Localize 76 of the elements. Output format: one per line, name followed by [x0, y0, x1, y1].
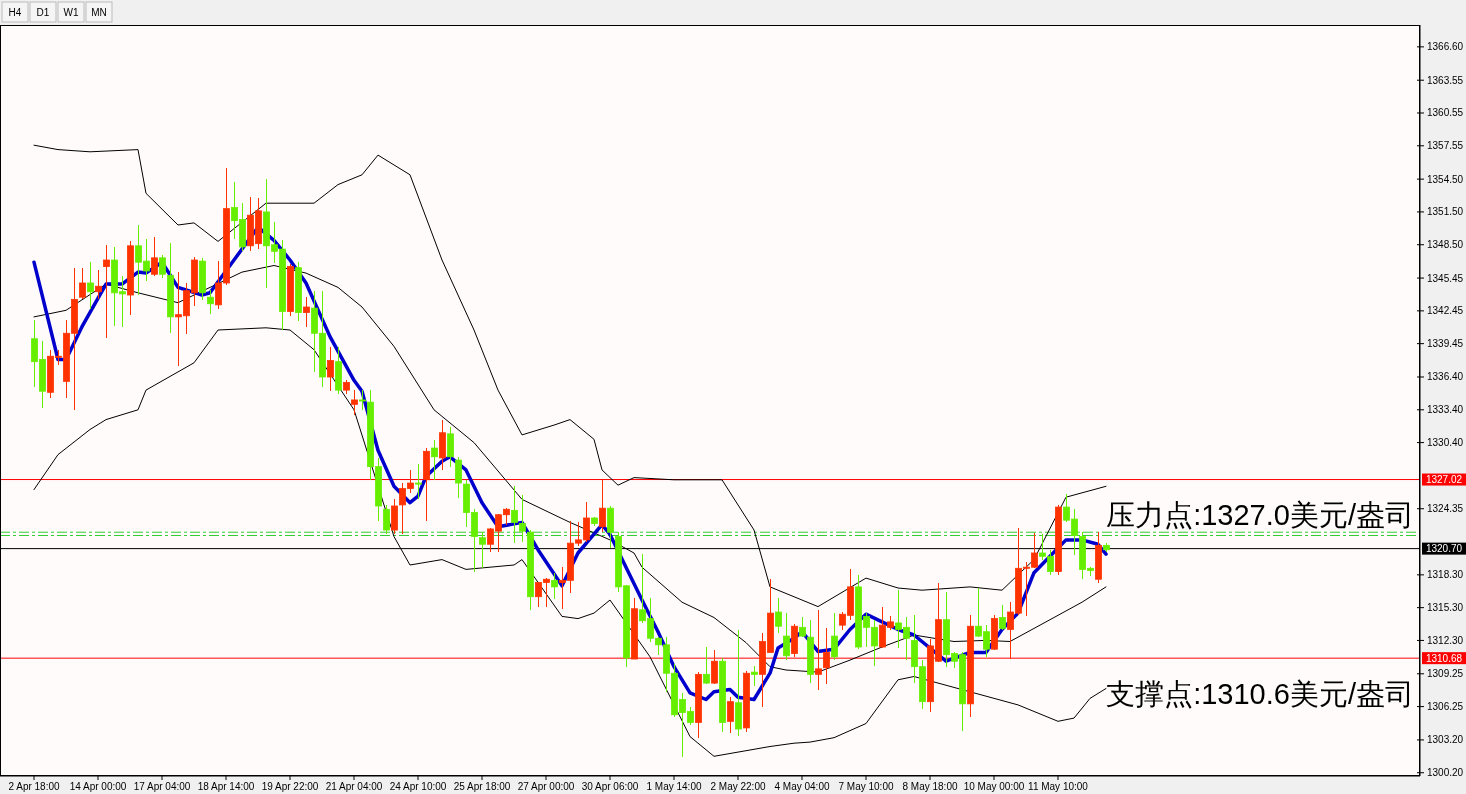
candlestick	[727, 696, 734, 735]
y-tick-label: 1351.50	[1427, 206, 1464, 218]
x-tick-label: 1 May 14:00	[646, 781, 702, 792]
text: W1	[63, 7, 79, 18]
x-tick-label: 8 May 18:00	[902, 781, 958, 792]
candlestick	[831, 612, 838, 661]
x-tick-label: 2 May 22:00	[710, 781, 766, 792]
candlestick	[151, 236, 158, 278]
x-tick-label: 11 May 10:00	[1028, 781, 1089, 792]
candlestick	[783, 612, 790, 661]
y-tick-label: 1315.30	[1427, 602, 1464, 614]
y-tick-label: 1330.40	[1427, 437, 1464, 449]
candlestick	[95, 269, 102, 301]
candlestick	[87, 261, 94, 310]
y-tick-label: 1306.25	[1427, 701, 1464, 713]
x-tick-label: 25 Apr 18:00	[453, 781, 511, 792]
ref-line-label: 1320.70	[1425, 543, 1463, 555]
candlestick	[751, 664, 758, 688]
y-tick-label: 1336.40	[1427, 371, 1464, 383]
y-tick-label: 1345.45	[1427, 272, 1464, 284]
candlestick	[599, 479, 606, 533]
y-tick-label: 1312.30	[1427, 634, 1464, 646]
candlestick	[303, 296, 310, 328]
x-tick-label: 10 May 00:00	[963, 781, 1025, 792]
text: H4	[8, 7, 22, 18]
annotation: 支撑点:1310.6美元/盎司	[1106, 678, 1414, 711]
candlestick	[703, 646, 710, 685]
x-tick-label: 27 Apr 00:00	[517, 781, 575, 792]
x-tick-label: 19 Apr 22:00	[261, 781, 319, 792]
candlestick	[351, 389, 358, 417]
text: MN	[91, 7, 107, 18]
candlestick	[447, 426, 454, 468]
candlestick	[815, 609, 822, 691]
ref-line-label: 1310.68	[1425, 652, 1463, 664]
y-tick-label: 1348.50	[1427, 239, 1464, 251]
candlestick	[207, 288, 214, 315]
candlestick	[711, 649, 718, 685]
x-tick-label: 21 Apr 04:00	[325, 781, 383, 792]
candlestick	[775, 597, 782, 634]
y-tick-label: 1303.20	[1427, 734, 1464, 746]
x-tick-label: 14 Apr 00:00	[69, 781, 127, 792]
x-tick-label: 24 Apr 10:00	[389, 781, 447, 792]
ref-line-label: 1327.02	[1425, 474, 1463, 486]
candlestick	[999, 604, 1006, 631]
candlestick	[479, 531, 486, 570]
x-tick-label: 7 May 10:00	[838, 781, 894, 792]
candlestick	[103, 243, 110, 339]
y-tick-label: 1354.50	[1427, 173, 1464, 185]
x-tick-label: 18 Apr 14:00	[197, 781, 255, 792]
y-tick-label: 1339.45	[1427, 338, 1464, 350]
text: D1	[36, 7, 50, 18]
x-tick-label: 17 Apr 04:00	[133, 781, 191, 792]
y-tick-label: 1366.60	[1427, 41, 1464, 53]
candlestick	[551, 571, 558, 600]
x-tick-label: 4 May 04:00	[774, 781, 830, 792]
candlestick	[823, 627, 830, 685]
annotation: 压力点:1327.0美元/盎司	[1106, 498, 1414, 531]
y-tick-label: 1363.55	[1427, 74, 1464, 86]
candlestick	[511, 485, 518, 544]
candlestick	[383, 504, 390, 536]
y-tick-label: 1357.55	[1427, 140, 1464, 152]
y-tick-label: 1300.20	[1427, 767, 1464, 779]
y-tick-label: 1309.25	[1427, 668, 1464, 680]
candlestick	[519, 494, 526, 543]
y-tick-label: 1318.30	[1427, 569, 1464, 581]
candlestick	[159, 253, 166, 279]
y-tick-label: 1324.35	[1427, 503, 1464, 515]
y-tick-label: 1360.55	[1427, 107, 1464, 119]
candlestick	[327, 346, 334, 392]
x-tick-label: 30 Apr 06:00	[581, 781, 639, 792]
candlestick	[415, 463, 422, 501]
x-tick-label: 2 Apr 18:00	[8, 781, 61, 792]
y-tick-label: 1333.40	[1427, 404, 1464, 416]
y-tick-label: 1342.45	[1427, 305, 1464, 317]
candlestick	[431, 439, 438, 481]
candlestick	[79, 266, 86, 301]
